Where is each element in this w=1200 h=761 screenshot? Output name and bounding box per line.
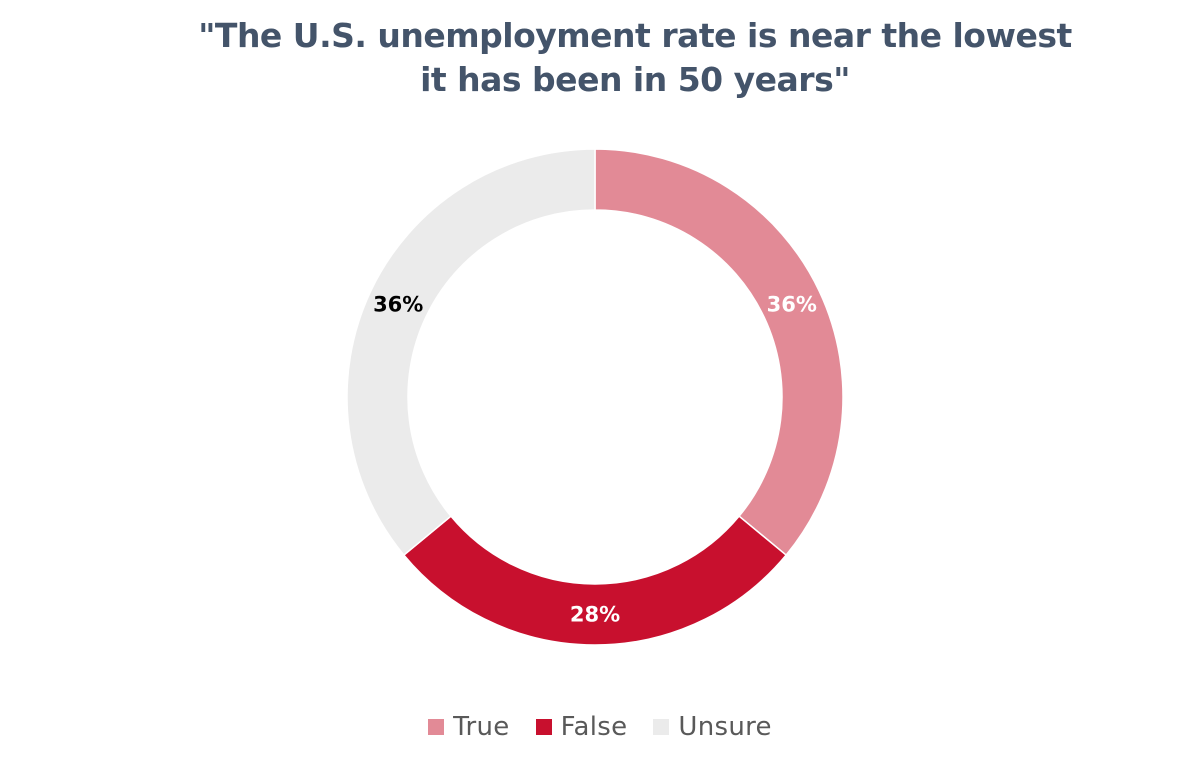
donut-slice-true [594,148,844,557]
legend-item-unsure: Unsure [653,712,772,742]
chart-title: "The U.S. unemployment rate is near the … [0,14,1200,102]
legend-swatch-false [535,719,552,735]
slice-label-false: 28% [570,603,620,627]
legend-label-true: True [453,712,510,742]
slice-label-unsure: 36% [373,292,423,316]
chart-title-line-1: "The U.S. unemployment rate is near the … [198,16,1072,55]
legend-item-false: False [535,712,628,742]
legend-swatch-true [428,719,445,735]
legend-item-true: True [428,712,509,742]
chart-legend: True False Unsure [0,712,1200,742]
legend-swatch-unsure [653,719,670,735]
legend-label-unsure: Unsure [678,712,772,742]
chart-title-line-2: it has been in 50 years" [420,60,850,99]
donut-slice-unsure [346,148,596,557]
slice-label-true: 36% [767,292,817,316]
donut-slice-false [402,515,788,646]
legend-label-false: False [560,712,628,742]
